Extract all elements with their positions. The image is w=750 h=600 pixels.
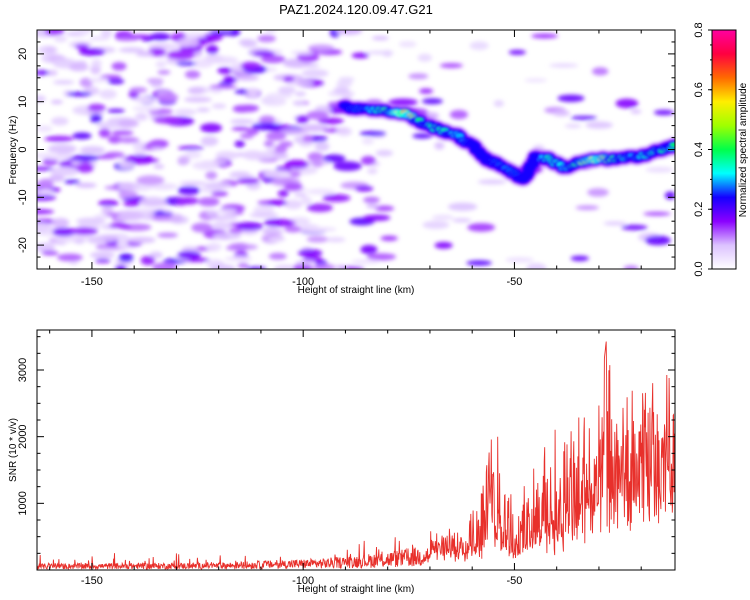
- colorbar-tick-label: 0.8: [693, 22, 705, 37]
- colorbar-gradient: [712, 30, 736, 269]
- x-tick-label: -150: [81, 575, 103, 587]
- x-tick-label: -100: [292, 575, 314, 587]
- y-tick-label: 3000: [17, 358, 29, 382]
- figure-title: PAZ1.2024.120.09.47.G21: [279, 2, 433, 17]
- snr-panel: -150 -100 -50 1000 2000 3000 Height of straig…: [8, 329, 676, 595]
- spectrogram-noise-field: [37, 30, 675, 269]
- colorbar: 0.0 0.2 0.4 0.6 0.8 Normalized spectral ampl…: [693, 22, 749, 276]
- snr-series-line: [37, 341, 675, 570]
- snr-frame: [36, 329, 676, 571]
- colorbar-label: Normalized spectral amplitude: [738, 82, 749, 217]
- y-tick-label: -20: [17, 237, 29, 253]
- colorbar-tick-label: 0.6: [693, 82, 705, 97]
- x-tick-label: -150: [81, 276, 103, 288]
- spectrogram-signal-ridge: [337, 99, 675, 186]
- y-tick-label: -10: [17, 189, 29, 205]
- colorbar-tick-label: 0.2: [693, 202, 705, 217]
- colorbar-tick-label: 0.4: [693, 142, 705, 157]
- x-tick-label: -50: [506, 276, 522, 288]
- y-tick-label: 20: [17, 48, 29, 60]
- snr-ylabel: SNR (10 * v/v): [8, 418, 19, 482]
- spectrogram-frame: [36, 29, 676, 270]
- y-tick-label: 0: [17, 146, 29, 152]
- spectrogram-background: [37, 30, 675, 269]
- spectrogram-xlabel: Height of straight line (km): [298, 285, 415, 296]
- y-tick-label: 10: [17, 96, 29, 108]
- spectrogram-ylabel: Frequency (Hz): [8, 116, 19, 185]
- x-tick-label: -50: [506, 575, 522, 587]
- colorbar-ticks: 0.0 0.2 0.4 0.6 0.8: [693, 22, 712, 277]
- colorbar-tick-label: 0.0: [693, 261, 705, 276]
- x-tick-label: -100: [292, 276, 314, 288]
- y-tick-label: 1000: [17, 491, 29, 515]
- snr-xlabel: Height of straight line (km): [298, 584, 415, 595]
- y-tick-label: 2000: [17, 424, 29, 448]
